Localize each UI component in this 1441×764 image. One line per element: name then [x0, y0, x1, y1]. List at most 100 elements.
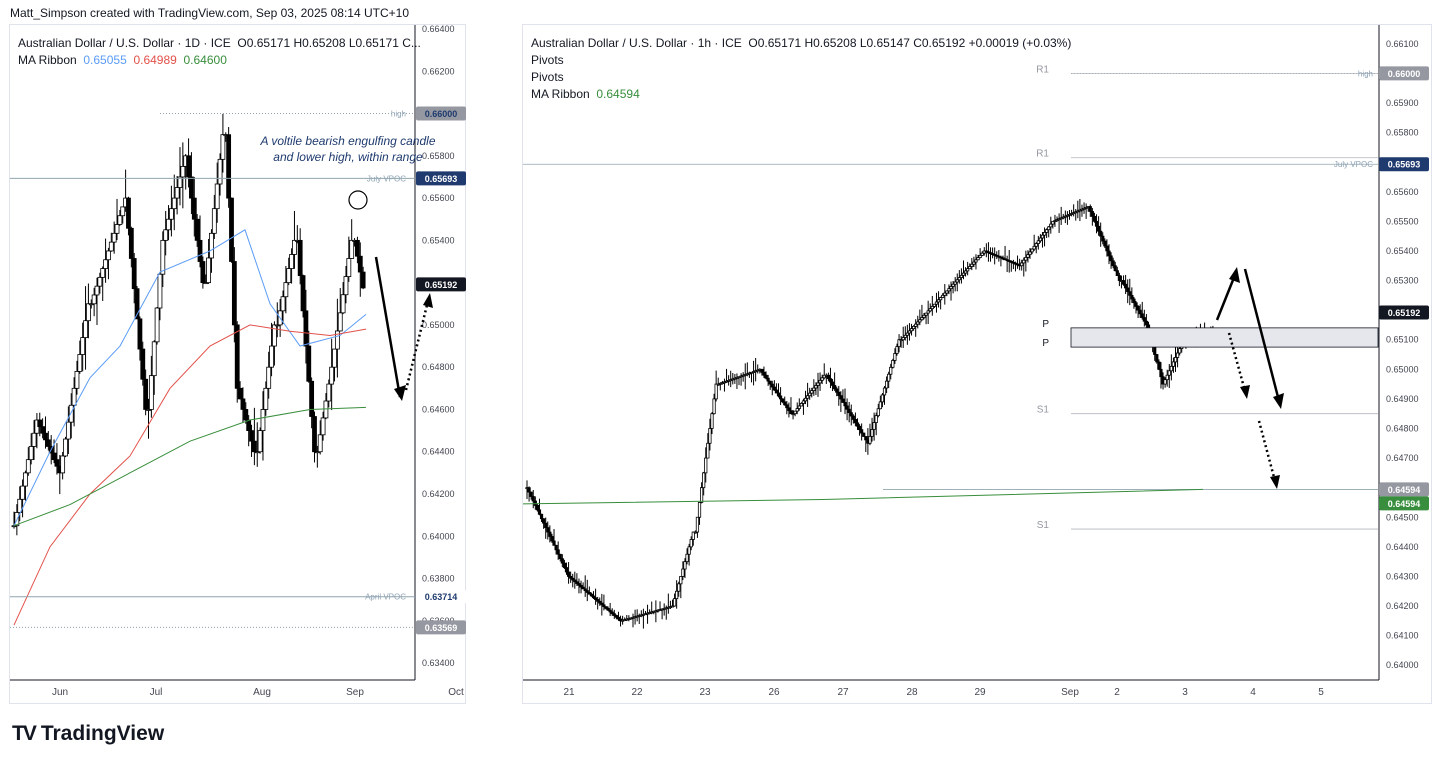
candle-body	[587, 592, 591, 595]
candle-body	[1159, 368, 1163, 378]
y-tick-label: 0.65600	[422, 193, 455, 203]
candle-body	[926, 310, 930, 314]
candle-body	[787, 407, 791, 412]
candle-body	[581, 586, 585, 590]
candle-body	[1169, 365, 1173, 372]
x-tick-label: Jul	[150, 687, 163, 698]
candle-body	[529, 491, 533, 497]
candle-body	[614, 615, 618, 618]
candle-body	[1045, 229, 1049, 233]
price-level-badge-bg	[416, 106, 466, 121]
pivot-label: P	[1042, 338, 1049, 349]
y-tick-label: 0.65300	[1386, 276, 1419, 286]
daily-chart-panel[interactable]: 0.634000.636000.638000.640000.642000.644…	[9, 24, 466, 704]
candle-body	[234, 324, 240, 389]
candle-body	[1153, 346, 1157, 355]
candle-body	[714, 383, 718, 400]
candle-body	[289, 254, 294, 269]
candle-body	[240, 398, 246, 410]
candle-body	[272, 324, 277, 347]
candle-body	[54, 459, 60, 467]
candle-body	[229, 197, 234, 262]
hourly-chart-panel[interactable]: 0.64000 0.64100 0.64200 0.64300 0.64400 0.645…	[522, 24, 1432, 704]
candle-body	[548, 531, 552, 537]
candle-body	[539, 513, 544, 520]
candle-body	[1107, 250, 1111, 257]
hourly-legend: Australian Dollar / U.S. Dollar · 1h · I…	[531, 35, 1071, 103]
dotted-arrow-2	[1257, 420, 1277, 482]
candle-body	[770, 383, 774, 388]
candle-body	[554, 544, 558, 551]
x-tick-label: Sep	[1061, 687, 1079, 698]
candle-body	[810, 390, 814, 394]
hourly-chart-svg[interactable]: 0.64000 0.64100 0.64200 0.64300 0.64400 0.645…	[523, 25, 1433, 705]
candle-body	[1130, 294, 1134, 300]
candle-body	[357, 255, 363, 273]
candle-body	[1026, 254, 1030, 258]
candle-body	[702, 472, 706, 489]
y-tick-label: 0.65500	[1386, 216, 1419, 226]
candle-body	[930, 306, 934, 310]
candle-body	[257, 430, 263, 453]
candle-body	[40, 426, 46, 434]
candle-body	[43, 432, 48, 441]
candle-body	[314, 451, 320, 454]
candle-body	[11, 525, 17, 528]
candle-body	[606, 607, 610, 611]
candle-body	[963, 270, 968, 274]
candle-body	[928, 308, 932, 312]
candle-body	[610, 611, 614, 615]
candle-body	[596, 599, 600, 602]
hourly-ohlc: O0.65171 H0.65208 L0.65147 C0.65192 +0.0…	[748, 36, 1072, 50]
rebound-arrow-head	[423, 293, 433, 308]
y-tick-label: 0.64600	[422, 404, 455, 414]
candle-body	[60, 455, 66, 474]
y-tick-label: 0.65400	[422, 235, 455, 245]
hourly-title: Australian Dollar / U.S. Dollar · 1h · I…	[531, 36, 742, 50]
candle-body	[68, 404, 74, 423]
price-level-badge: 0.66000	[1388, 69, 1421, 79]
annotation-line-1: A voltile bearish engulfing candle	[259, 134, 435, 148]
daily-chart-svg[interactable]: 0.634000.636000.638000.640000.642000.644…	[10, 25, 467, 705]
candle-body	[20, 485, 25, 500]
tradingview-brand: TV TradingView	[12, 722, 164, 746]
candle-body	[585, 590, 589, 593]
ma-fast-line	[13, 229, 367, 526]
candle-body	[209, 232, 214, 259]
candle-body	[1165, 374, 1169, 381]
candle-body	[117, 215, 123, 225]
candle-body	[1138, 309, 1142, 315]
candle-body	[785, 404, 789, 409]
candle-body	[1040, 234, 1045, 239]
candle-body	[1088, 206, 1092, 212]
price-level-badge: 0.65693	[1388, 160, 1421, 170]
candle-body	[857, 425, 862, 431]
candle-body	[174, 187, 180, 199]
candle-body	[146, 409, 151, 411]
candle-body	[1111, 260, 1115, 267]
candle-body	[552, 540, 556, 546]
candle-body	[1090, 211, 1094, 217]
price-level-badge: 0.63714	[425, 592, 458, 602]
candle-body	[151, 341, 157, 377]
candle-body	[31, 432, 37, 447]
candle-body	[558, 553, 562, 560]
x-tick-label: 3	[1182, 687, 1188, 698]
candle-body	[693, 531, 697, 534]
candle-body	[148, 375, 154, 410]
candle-body	[1094, 220, 1099, 227]
candle-body	[575, 581, 579, 584]
candle-body	[820, 377, 824, 381]
candle-body	[1171, 361, 1176, 367]
candle-body	[569, 576, 573, 579]
candle-body	[194, 218, 200, 241]
candle-body	[697, 502, 702, 518]
price-level-label: high	[1358, 69, 1373, 78]
candle-body	[1109, 255, 1113, 262]
candle-body	[28, 446, 34, 461]
candle-body	[868, 435, 872, 444]
candle-body	[691, 531, 695, 540]
candle-body	[833, 385, 837, 390]
y-tick-label: 0.64300	[1386, 571, 1419, 581]
price-level-label: April VPOC	[365, 593, 406, 602]
